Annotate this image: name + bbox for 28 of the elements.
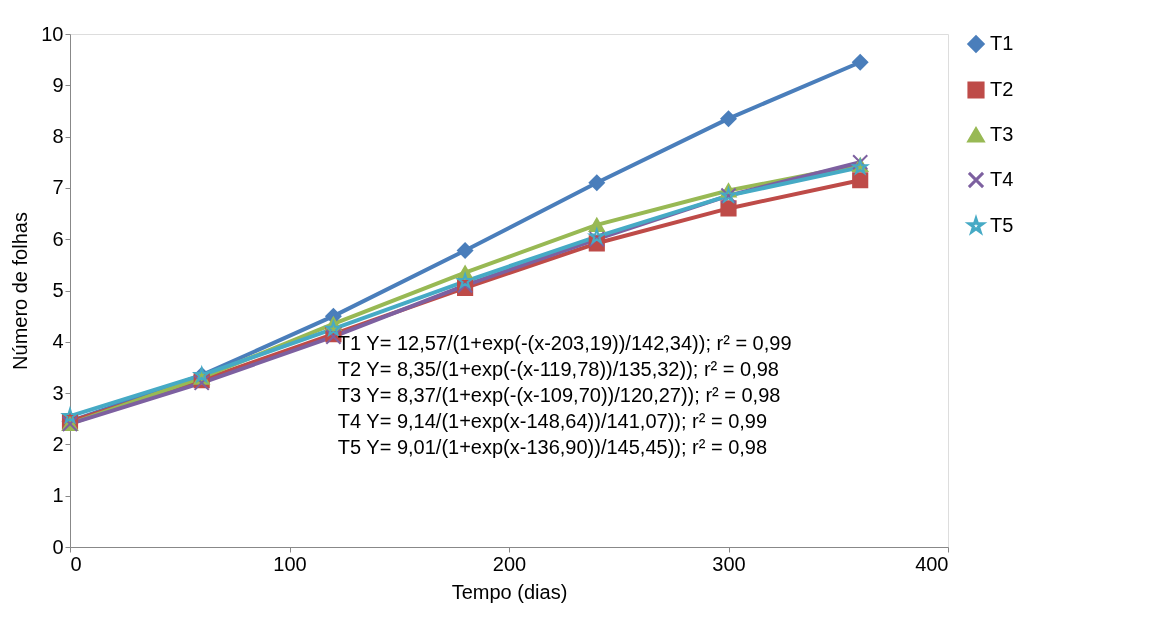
y-tick-label: 2 xyxy=(52,432,64,455)
annotation: T5 Y= 9,01/(1+exp(x-136,90))/145,45)); r² = 0,98 xyxy=(337,436,768,459)
x-axis-title: Tempo (dias) xyxy=(451,580,568,603)
legend-label: T3 xyxy=(990,123,1014,145)
y-tick-label: 10 xyxy=(41,22,64,45)
annotation: T1 Y= 12,57/(1+exp(-(x-203,19))/142,34)); r² = 0,99 xyxy=(337,332,792,355)
legend-label: T4 xyxy=(990,168,1014,190)
y-tick-label: 1 xyxy=(52,484,64,507)
legend-label: T1 xyxy=(990,32,1014,54)
annotation: T4 Y= 9,14/(1+exp(x-148,64))/141,07)); r² = 0,99 xyxy=(337,410,768,433)
annotation: T3 Y= 8,37/(1+exp(-(x-109,70))/120,27)); r² = 0,98 xyxy=(337,384,781,407)
y-tick-label: 9 xyxy=(52,73,64,96)
annotation: T2 Y= 8,35/(1+exp(-(x-119,78))/135,32)); r² = 0,98 xyxy=(337,358,779,381)
y-axis-title: Número de folhas xyxy=(9,212,32,370)
x-tick-label: 300 xyxy=(712,552,746,575)
y-tick-label: 5 xyxy=(52,279,64,301)
y-tick-label: 0 xyxy=(52,535,64,558)
y-tick-label: 8 xyxy=(52,125,64,148)
x-tick-label: 400 xyxy=(915,552,949,575)
y-tick-label: 3 xyxy=(52,381,64,404)
legend-label: T2 xyxy=(990,78,1014,100)
y-tick-label: 6 xyxy=(52,227,64,250)
x-tick-label: 0 xyxy=(70,552,82,575)
y-tick-label: 7 xyxy=(52,176,64,199)
y-tick-label: 4 xyxy=(52,330,64,353)
x-tick-label: 100 xyxy=(273,552,307,575)
legend-label: T5 xyxy=(990,214,1014,236)
x-tick-label: 200 xyxy=(492,552,527,575)
